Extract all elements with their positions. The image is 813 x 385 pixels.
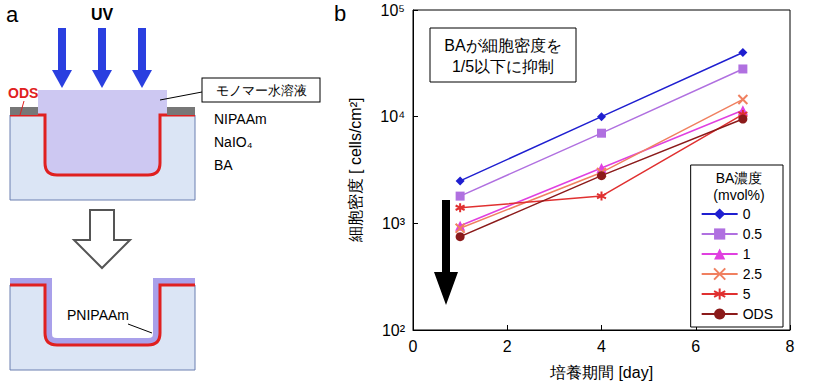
svg-text:0: 0 [743,206,751,222]
svg-text:PNIPAAm: PNIPAAm [67,307,129,323]
svg-text:1/5以下に抑制: 1/5以下に抑制 [452,58,554,75]
svg-text:4: 4 [597,338,606,355]
svg-text:0.5: 0.5 [743,226,763,242]
svg-text:モノマー水溶液: モノマー水溶液 [216,83,307,98]
svg-text:10⁵: 10⁵ [381,2,405,19]
svg-text:10⁴: 10⁴ [380,108,405,125]
svg-text:細胞密度 [ cells/cm²]: 細胞密度 [ cells/cm²] [347,98,364,244]
svg-text:2: 2 [503,338,512,355]
svg-text:2.5: 2.5 [743,266,763,282]
svg-text:BAが細胞密度を: BAが細胞密度を [444,37,561,54]
svg-text:a: a [6,2,19,27]
svg-text:1: 1 [743,246,751,262]
svg-text:NIPAAm: NIPAAm [214,111,267,127]
svg-text:0: 0 [409,338,418,355]
svg-text:6: 6 [691,338,700,355]
svg-text:BA: BA [214,157,233,173]
svg-text:b: b [334,1,346,26]
svg-text:(mvol%): (mvol%) [713,187,764,203]
svg-text:培養期間 [day]: 培養期間 [day] [549,364,653,381]
svg-text:5: 5 [743,286,751,302]
svg-text:UV: UV [91,6,114,23]
svg-text:ODS: ODS [743,306,773,322]
svg-text:NaIO₄: NaIO₄ [214,134,253,150]
svg-text:8: 8 [786,338,795,355]
svg-text:BA濃度: BA濃度 [716,170,763,186]
svg-text:ODS: ODS [8,85,38,101]
svg-text:10²: 10² [382,322,406,339]
svg-text:10³: 10³ [382,215,406,232]
